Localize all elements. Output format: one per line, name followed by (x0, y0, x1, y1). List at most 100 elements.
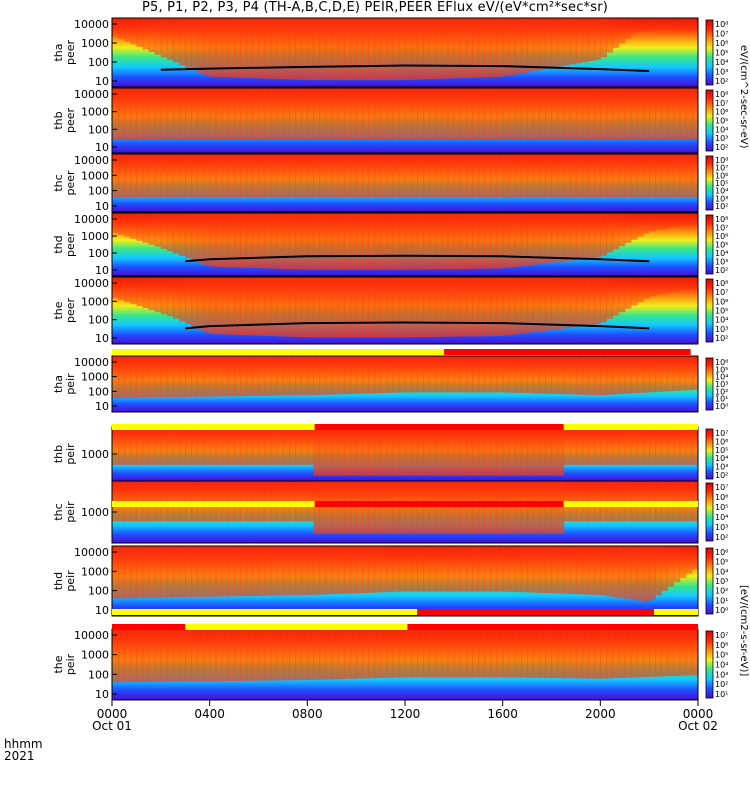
activity-cell (624, 629, 632, 678)
activity-cell (386, 546, 394, 593)
colorbar-tick-label: 10⁶ (715, 39, 728, 48)
activity-cell (246, 356, 253, 397)
panel-ylabel: peer (64, 232, 77, 258)
activity-cell (337, 356, 345, 395)
activity-cell (307, 213, 314, 270)
activity-cell (557, 88, 565, 140)
activity-cell (215, 277, 223, 335)
activity-cell (655, 154, 662, 198)
activity-cell (435, 546, 443, 592)
y-tick-label: 10000 (74, 356, 109, 369)
activity-cell (112, 277, 119, 299)
activity-cell (417, 629, 424, 678)
activity-cell (130, 629, 137, 683)
activity-cell (282, 277, 290, 337)
activity-cell (520, 277, 528, 334)
activity-cell (191, 546, 198, 598)
activity-cell (606, 277, 614, 319)
activity-cell (398, 18, 406, 81)
colorbar (705, 19, 714, 86)
mode-bar (112, 424, 698, 430)
x-tick-label: 0000 (683, 707, 714, 721)
activity-cell (197, 356, 205, 397)
activity-cell (466, 88, 473, 140)
activity-cell (252, 546, 259, 596)
activity-cell (227, 213, 235, 268)
activity-cell (392, 88, 400, 140)
y-tick-label: 10 (95, 141, 109, 154)
activity-cell (240, 629, 247, 681)
activity-cell (624, 18, 632, 39)
activity-cell (350, 427, 357, 476)
y-tick-label: 10 (95, 264, 109, 277)
activity-cell (429, 277, 437, 337)
activity-cell (472, 356, 479, 393)
activity-cell (691, 277, 699, 288)
activity-cell (508, 481, 516, 534)
panel-frame (111, 87, 699, 154)
activity-cell (173, 546, 180, 598)
activity-cell (148, 213, 156, 245)
activity-cell (398, 88, 406, 140)
activity-cell (301, 213, 308, 270)
activity-cell (429, 213, 437, 270)
activity-cell (191, 18, 198, 71)
panel-ylabel: peir (64, 443, 77, 465)
y-tick-label: 10 (95, 400, 109, 413)
activity-cell (630, 427, 638, 465)
activity-cell (533, 481, 540, 534)
activity-cell (630, 154, 638, 198)
activity-cell (484, 88, 491, 140)
colorbar (705, 482, 714, 542)
panel-frame (111, 17, 699, 88)
activity-cell (453, 356, 461, 393)
activity-cell (325, 481, 333, 534)
activity-cell (466, 213, 473, 269)
activity-cell (246, 277, 253, 336)
activity-cell (435, 277, 443, 337)
colorbar-tick-label: 10⁵ (715, 179, 728, 188)
activity-cell (417, 481, 424, 534)
activity-cell (655, 427, 662, 465)
activity-cell (386, 88, 394, 140)
activity-cell (606, 18, 614, 53)
activity-cell (350, 213, 357, 270)
colorbar-tick-label: 10² (715, 533, 728, 542)
activity-cell (582, 88, 589, 140)
activity-cell (179, 356, 186, 397)
activity-cell (685, 546, 693, 574)
activity-cell (203, 356, 211, 397)
activity-cell (313, 356, 321, 395)
activity-cell (429, 18, 437, 80)
activity-cell (392, 213, 400, 270)
activity-cell (466, 427, 473, 476)
activity-cell (154, 546, 162, 598)
activity-cell (588, 18, 595, 62)
activity-cell (447, 213, 455, 270)
activity-cell (624, 277, 632, 309)
activity-cell (655, 629, 662, 677)
activity-cell (679, 154, 687, 198)
activity-cell (362, 18, 369, 81)
activity-cell (148, 546, 156, 598)
activity-cell (557, 481, 565, 534)
activity-cell (258, 18, 266, 79)
activity-cell (386, 427, 394, 476)
activity-cell (545, 481, 552, 534)
year-label: 2021 (4, 749, 35, 763)
axis-footer: hhmm 2021 (4, 738, 43, 762)
activity-cell (362, 213, 369, 270)
activity-cell (331, 88, 339, 140)
activity-cell (557, 629, 565, 679)
activity-cell (209, 277, 217, 335)
activity-cell (215, 629, 223, 682)
activity-cell (276, 277, 284, 337)
activity-cell (203, 546, 211, 597)
activity-cell (350, 481, 357, 534)
activity-cell (667, 629, 675, 677)
activity-cell (655, 277, 662, 296)
activity-cell (362, 481, 369, 534)
activity-cell (508, 356, 516, 393)
activity-cell (392, 481, 400, 534)
